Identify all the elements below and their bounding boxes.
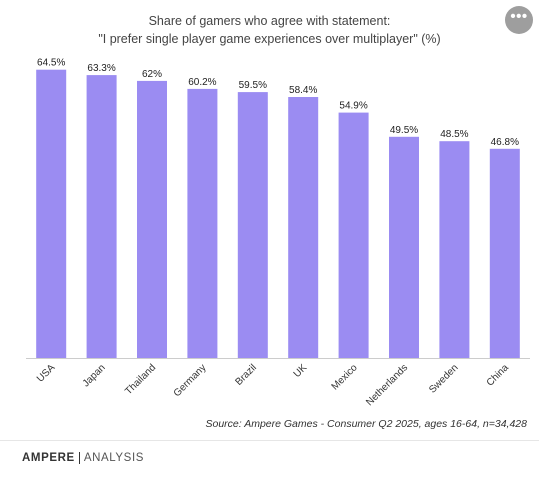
bar-china: [489, 148, 520, 358]
bar-japan: [86, 75, 117, 358]
bar-thailand: [137, 80, 167, 359]
x-tick-label-japan: Japan: [81, 362, 108, 389]
footer-divider: [0, 440, 539, 441]
bar-germany: [187, 88, 218, 359]
data-label-china: 46.8%: [491, 137, 519, 148]
bar-sweden: [439, 141, 470, 358]
chart-title-line-1: Share of gamers who agree with statement…: [148, 14, 391, 28]
x-tick-label-brazil: Brazil: [233, 362, 258, 387]
data-label-thailand: 62%: [142, 69, 162, 80]
x-tick-label-mexico: Mexico: [330, 362, 360, 392]
ampere-analysis-logo: AMPERE ANALYSIS: [22, 452, 144, 464]
bar-mexico: [338, 112, 369, 358]
bar-netherlands: [389, 136, 419, 359]
x-tick-label-usa: USA: [35, 362, 58, 385]
data-label-uk: 58.4%: [289, 85, 317, 96]
more-options-button[interactable]: •••: [505, 6, 533, 34]
bar-usa: [36, 69, 67, 358]
data-label-brazil: 59.5%: [239, 80, 267, 91]
data-label-japan: 63.3%: [87, 63, 115, 74]
more-dots-icon: •••: [510, 8, 528, 25]
bar-chart: 64.5% USA 63.3% Japan 62% Thailand 60.2% German…: [26, 58, 530, 408]
x-tick-label-germany: Germany: [172, 362, 209, 399]
x-tick-label-sweden: Sweden: [427, 362, 460, 395]
logo-separator: [78, 452, 80, 464]
logo-analysis: ANALYSIS: [83, 452, 145, 464]
logo-ampere: AMPERE: [22, 452, 75, 464]
data-label-netherlands: 49.5%: [390, 125, 418, 136]
x-tick-label-uk: UK: [292, 362, 310, 380]
data-label-sweden: 48.5%: [440, 129, 468, 140]
data-label-usa: 64.5%: [37, 58, 65, 69]
chart-title: Share of gamers who agree with statement…: [0, 12, 539, 48]
data-label-mexico: 54.9%: [339, 101, 367, 112]
source-note: Source: Ampere Games - Consumer Q2 2025,…: [205, 418, 527, 430]
bar-uk: [288, 97, 319, 358]
data-label-germany: 60.2%: [188, 77, 216, 88]
x-tick-label-netherlands: Netherlands: [364, 362, 410, 408]
chart-title-line-2: "I prefer single player game experiences…: [98, 32, 441, 46]
x-tick-label-china: China: [485, 362, 512, 389]
x-tick-label-thailand: Thailand: [123, 362, 158, 397]
bar-brazil: [237, 92, 268, 358]
